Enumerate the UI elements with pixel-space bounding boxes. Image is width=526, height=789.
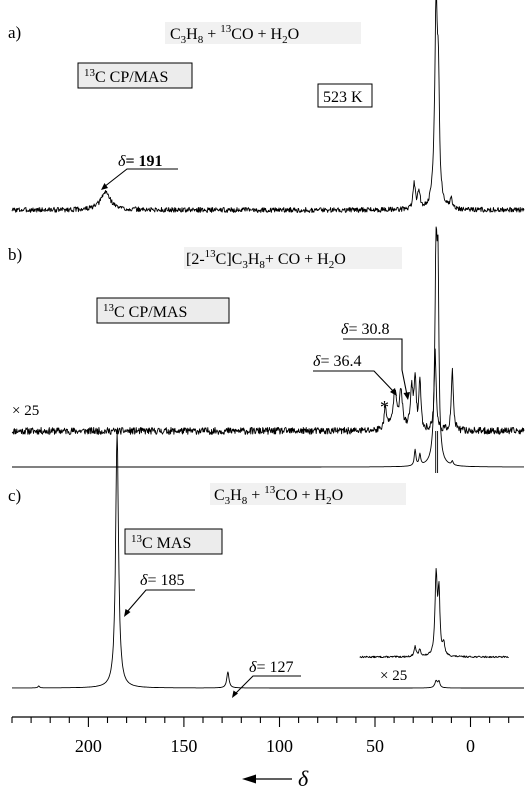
panel-a-spectrum [11,0,525,213]
x-tick-label: 200 [75,736,102,756]
panel-c: c) C3H8 + 13CO + H2O 13C MAS δ= 185 δ= 1… [8,432,524,698]
panel-c-title-shade [210,483,406,505]
panel-c-annotation-185: δ= 185 [140,572,184,589]
x-axis-ticks: 200 150 100 50 0 [11,717,510,756]
panel-c-annotation-127: δ= 127 [249,659,293,676]
panel-c-annotation-185-leader [126,589,195,613]
panel-a-method-box [77,62,193,89]
panel-c-spectrum-x25 [359,567,509,659]
x-tick-label: 150 [170,736,197,756]
x-axis-label: δ [298,766,309,789]
panel-a: a) C3H8 + 13CO + H2O 13C CP/MAS 523 K δ=… [8,0,525,213]
panel-a-title-shade [165,22,361,44]
panel-a-title: C3H8 + 13CO + H2O [170,23,299,46]
panel-a-method: 13C CP/MAS [84,67,168,86]
panel-a-annotation-191-arrowhead [101,183,108,190]
panel-c-spectrum [12,432,524,689]
x-axis-direction-arrowhead [242,774,256,784]
panel-b: b) [2-13C]C3H8+ CO + H2O 13C CP/MAS × 25… [8,226,525,473]
panel-b-annotation-30-8-leader [343,338,408,396]
panel-b-method-box [96,297,230,324]
panel-b-annotation-30-8: δ= 30.8 [341,321,389,338]
panel-b-title-shade [184,247,402,269]
panel-b-annotation-36-4-leader [313,370,395,393]
panel-c-label: c) [8,486,21,505]
x-axis: 200 150 100 50 0 δ [11,716,524,789]
panel-a-temperature: 523 K [323,89,363,106]
panel-b-label: b) [8,245,22,264]
x-tick-label: 50 [366,736,384,756]
panel-c-title: C3H8 + 13CO + H2O [214,484,343,507]
panel-a-annotation-191-leader [103,168,178,188]
panel-b-annotation-36-4: δ= 36.4 [313,353,361,370]
panel-c-scale-label: × 25 [380,668,407,684]
panel-b-scale-label: × 25 [12,403,39,419]
panel-b-annotation-30-8-arrowhead [403,392,410,400]
panel-b-title: [2-13C]C3H8+ CO + H2O [186,248,346,271]
panel-b-spectrum [12,226,524,468]
x-tick-label: 0 [466,736,475,756]
x-tick-label: 100 [266,736,293,756]
panel-a-annotation-191: δ= 191 [118,153,163,170]
panel-c-method-box [124,528,223,555]
panel-c-annotation-127-arrowhead [232,690,238,698]
panel-c-annotation-127-leader [234,675,301,695]
panel-b-method: 13C CP/MAS [103,302,187,321]
panel-b-annotation-36-4-arrowhead [390,388,397,396]
panel-a-label: a) [8,23,21,42]
panel-a-temperature-box [317,83,373,108]
panel-b-spectrum-x25 [11,348,525,473]
panel-c-annotation-185-arrowhead [124,609,131,617]
panel-c-method: 13C MAS [131,533,191,552]
